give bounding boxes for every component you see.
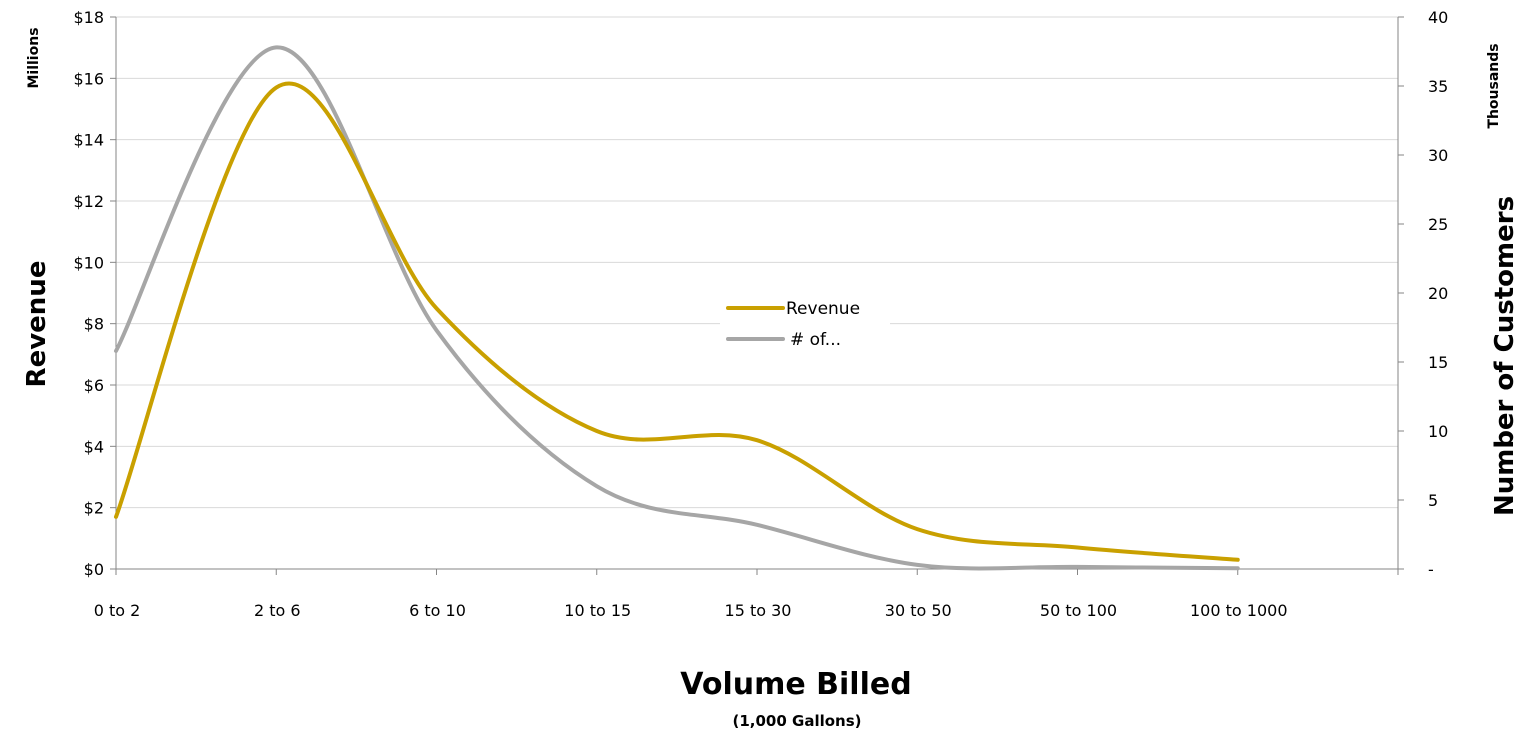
series-lines [114, 45, 1240, 571]
left-y-tick-label: $2 [84, 499, 104, 518]
x-tick-label: 10 to 15 [564, 601, 631, 620]
legend: Revenue # of... [720, 294, 890, 356]
left-y-tick-label: $8 [84, 315, 104, 334]
left-y-tick-label: $10 [73, 253, 104, 272]
left-y-tick-label: $14 [73, 131, 104, 150]
left-y-tick-label: $4 [84, 437, 104, 456]
legend-label-revenue: Revenue [786, 299, 860, 319]
left-y-tick-label: $16 [73, 69, 104, 88]
x-tick-label: 100 to 1000 [1190, 601, 1288, 620]
legend-label-customers: # of... [790, 330, 841, 350]
gridlines [116, 16, 1398, 509]
x-tick-labels: 0 to 2 2 to 6 6 to 10 10 to 15 15 to 30 30 to… [94, 601, 1288, 620]
x-tick-label: 15 to 30 [725, 601, 792, 620]
right-y-tick-label: 40 [1428, 8, 1448, 27]
legend-background [720, 294, 890, 356]
right-y-tick-label: 10 [1428, 422, 1448, 441]
right-y-tick-label: - [1428, 560, 1434, 579]
x-axis-title: Volume Billed [680, 667, 911, 702]
left-axis-unit-label: Millions [26, 27, 42, 88]
x-tick-label: 2 to 6 [254, 601, 301, 620]
right-y-tick-label: 15 [1428, 353, 1448, 372]
x-tick-label: 0 to 2 [94, 601, 141, 620]
left-y-tick-label: $12 [73, 192, 104, 211]
right-y-tick-label: 5 [1428, 491, 1438, 510]
x-axis-subtitle: (1,000 Gallons) [732, 712, 861, 730]
axes [115, 17, 1399, 570]
x-tick-label: 30 to 50 [885, 601, 952, 620]
right-axis-unit-label: Thousands [1486, 43, 1502, 128]
legend-entry-customers: # of... [726, 330, 841, 350]
left-y-tick-labels: $0 $2 $4 $6 $8 $10 $12 $14 $16 $18 [73, 8, 104, 579]
right-y-tick-label: 20 [1428, 284, 1448, 303]
right-axis-title: Number of Customers [1490, 196, 1520, 516]
x-tick-label: 50 to 100 [1040, 601, 1117, 620]
right-y-tick-label: 35 [1428, 77, 1448, 96]
right-y-tick-label: 25 [1428, 215, 1448, 234]
left-axis-title: Revenue [22, 261, 52, 388]
left-y-tick-label: $18 [73, 8, 104, 27]
legend-entry-revenue: Revenue [726, 299, 860, 319]
tick-marks [110, 16, 1404, 575]
series-line-customers [114, 45, 1240, 571]
left-y-tick-label: $6 [84, 376, 104, 395]
right-y-tick-labels: - 5 10 15 20 25 30 35 40 [1428, 8, 1448, 579]
left-y-tick-label: $0 [84, 560, 104, 579]
x-tick-label: 6 to 10 [409, 601, 466, 620]
series-line-revenue [114, 81, 1240, 562]
right-y-tick-label: 30 [1428, 146, 1448, 165]
